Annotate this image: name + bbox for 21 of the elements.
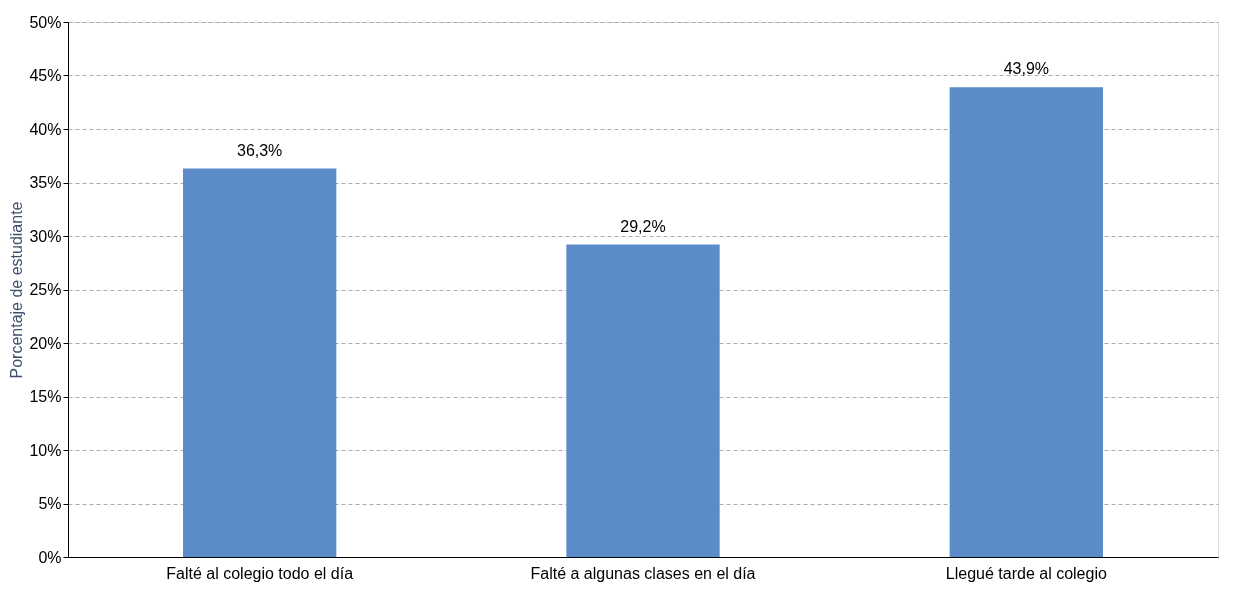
data-label: 36,3% [236, 141, 283, 159]
x-tick-label: Falté a algunas clases en el día [530, 564, 756, 582]
y-tick-label: 10% [29, 441, 62, 459]
y-tick-label: 5% [38, 495, 62, 512]
y-axis-title: Porcentaje de estudiante [8, 201, 26, 379]
y-tick-label: 50% [29, 13, 62, 31]
y-tick-label: 30% [29, 227, 62, 245]
x-tick-label: Llegué tarde al colegio [945, 564, 1107, 582]
y-tick-label: 25% [29, 281, 62, 298]
y-tick-label: 35% [29, 174, 62, 191]
bar [949, 87, 1103, 557]
y-tick-label: 40% [29, 120, 62, 138]
y-tick-label: 0% [38, 548, 62, 566]
data-label: 43,9% [1003, 60, 1050, 78]
bar [183, 168, 337, 557]
y-tick-label: 20% [29, 334, 62, 352]
bar [566, 244, 720, 557]
data-label: 29,2% [620, 217, 666, 235]
y-tick-label: 45% [29, 67, 62, 84]
x-tick-label: Falté al colegio todo el día [166, 564, 354, 582]
y-tick-label: 15% [29, 388, 62, 405]
